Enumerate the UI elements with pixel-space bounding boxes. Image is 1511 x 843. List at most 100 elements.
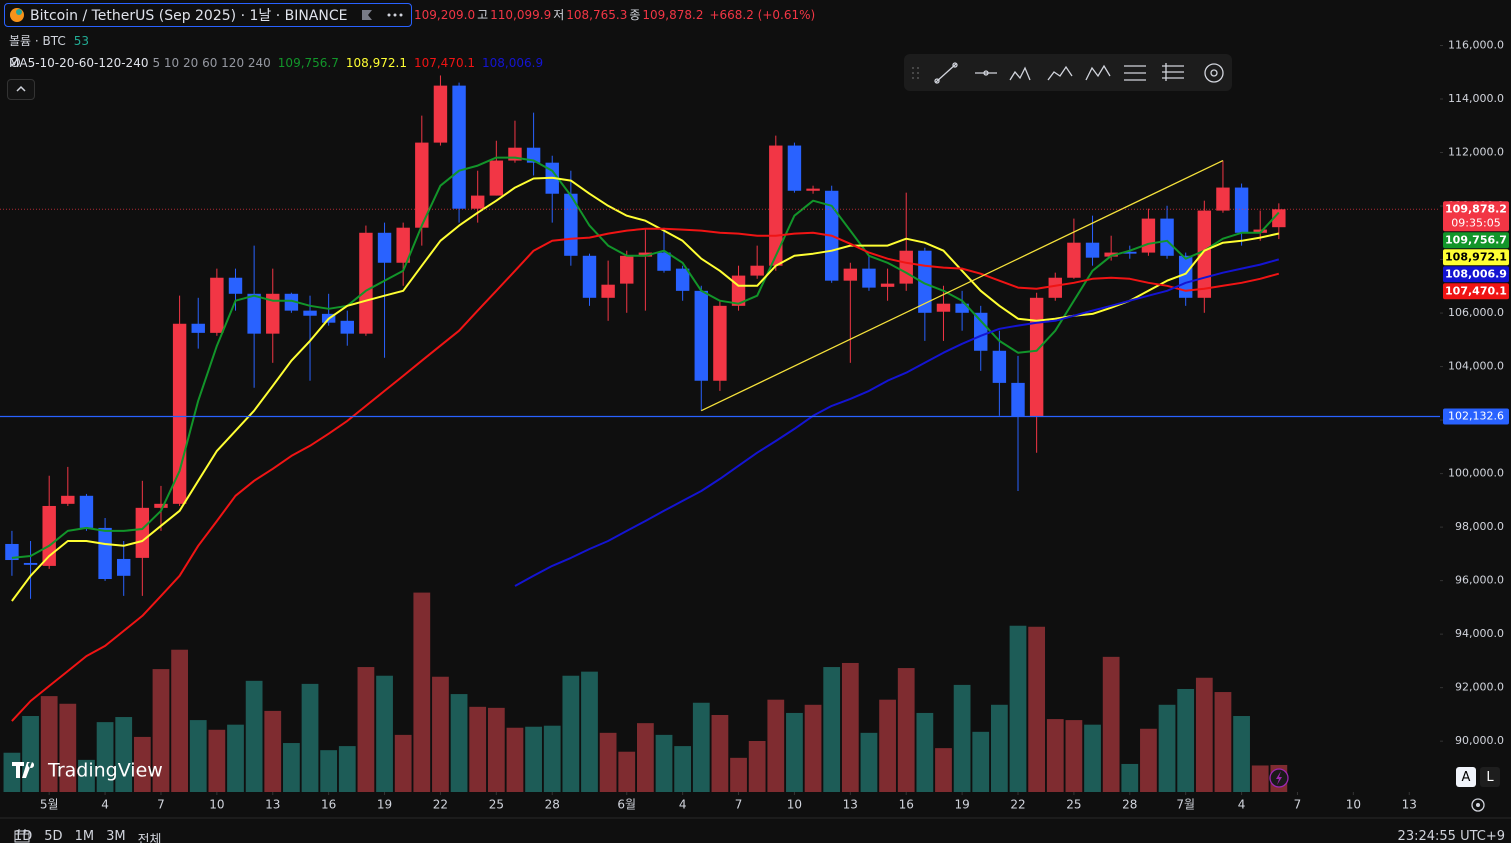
volume-bar <box>804 704 822 792</box>
high-prefix: 고 <box>477 8 489 22</box>
candle-body <box>172 323 187 504</box>
candle-body <box>396 227 410 263</box>
ma-value: 109,756.7 <box>277 56 339 70</box>
candle-body <box>713 305 727 381</box>
flag-icon[interactable] <box>360 8 374 22</box>
abc-tool[interactable] <box>1085 64 1111 81</box>
volume-bar <box>897 668 915 792</box>
x-tick-label: 4 <box>1238 798 1246 812</box>
volume-bar <box>823 667 841 792</box>
candle-body <box>377 232 392 263</box>
volume-bar <box>208 729 226 792</box>
x-tick-label: 6월 <box>617 798 636 812</box>
candle-body <box>284 293 299 311</box>
fib-ext-tool[interactable] <box>1162 63 1184 81</box>
volume-bar <box>413 592 431 792</box>
log-button[interactable]: L <box>1480 767 1500 787</box>
alert-bolt <box>1276 771 1282 785</box>
more-icon[interactable] <box>385 8 405 22</box>
candle-body <box>1234 187 1249 233</box>
candle-body <box>601 284 615 298</box>
price-tag: 108,972.1 <box>1443 249 1509 266</box>
volume-bar <box>916 712 934 792</box>
y-tick-label: 104,000.0 <box>1448 360 1504 373</box>
y-tick-label: 96,000.0 <box>1455 574 1504 587</box>
pattern-tool[interactable] <box>1009 66 1031 81</box>
volume-bar <box>78 759 95 792</box>
volume-bar <box>1233 716 1250 792</box>
settings-tool[interactable] <box>1204 63 1224 83</box>
candle-body <box>433 85 448 143</box>
price-tag: 109,756.7 <box>1443 232 1509 249</box>
volume-bar <box>152 669 170 792</box>
volume-bar <box>171 649 188 792</box>
candle-body <box>806 188 820 191</box>
volume-title: 볼륨 · BTC <box>9 34 66 48</box>
y-tick-label: 106,000.0 <box>1448 306 1504 319</box>
volume-bar <box>432 676 449 792</box>
candle-body <box>61 495 75 504</box>
range-button[interactable]: 3M <box>106 829 126 843</box>
candle-body <box>955 303 969 313</box>
range-button[interactable]: 전체 <box>137 833 162 843</box>
price-tag-label: 108,972.1 <box>1445 250 1507 263</box>
symbol-box[interactable]: Bitcoin / TetherUS (Sep 2025) · 1날 · BIN… <box>4 3 413 27</box>
candle-body <box>117 558 131 576</box>
candle-body <box>1160 218 1174 256</box>
candle-body <box>1197 210 1212 298</box>
range-button[interactable]: 1M <box>74 829 95 843</box>
trend-tool[interactable] <box>935 63 957 83</box>
candle-body <box>1067 242 1081 278</box>
volume-bar <box>450 694 468 792</box>
x-tick-label: 19 <box>377 798 392 812</box>
volume-bar <box>115 717 133 792</box>
volume-bar <box>841 662 859 792</box>
axis-settings[interactable] <box>1471 798 1485 812</box>
candle-body <box>135 507 150 558</box>
price-tag-bg <box>1443 201 1509 232</box>
candle-body <box>98 527 112 580</box>
volume-bar <box>674 746 692 792</box>
volume-bar <box>618 751 636 792</box>
fib-tool[interactable] <box>1124 65 1146 81</box>
x-tick-label: 13 <box>1402 798 1417 812</box>
collapse-button[interactable] <box>7 79 35 100</box>
ma-line <box>11 156 1280 559</box>
y-tick-label: 100,000.0 <box>1448 467 1504 480</box>
price-tag: 102,132.6 <box>1443 408 1509 425</box>
x-tick-label: 28 <box>1122 798 1137 812</box>
x-tick-label: 10 <box>787 798 802 812</box>
drawing-toolbar <box>904 54 1232 91</box>
price-tag-label: 109,878.2 <box>1445 202 1507 215</box>
candle-body <box>415 142 429 228</box>
volume-bar <box>1009 625 1027 792</box>
y-tick-label: 112,000.0 <box>1448 146 1504 159</box>
x-tick-label: 13 <box>265 798 280 812</box>
candle-body <box>675 268 690 291</box>
candle-body <box>787 145 802 191</box>
volume-bar <box>1195 677 1213 792</box>
volume-bar <box>1158 704 1176 792</box>
ma-value: 108,006.9 <box>482 56 544 70</box>
y-tick-label: 98,000.0 <box>1455 520 1504 533</box>
price-tag-label: 107,470.1 <box>1445 284 1507 297</box>
candle-body <box>750 265 764 276</box>
auto-button[interactable]: A <box>1456 767 1476 787</box>
volume-bar <box>40 696 58 792</box>
symbol: Bitcoin / TetherUS (Sep 2025) · 1날 · BIN… <box>30 8 348 24</box>
x-tick-label: 25 <box>1066 798 1081 812</box>
ohlc: 109,209.0 고 110,099.9 저 108,765.3 종 109,878… <box>414 6 815 23</box>
range-bar: 1D 5D 1M 3M 전체 <box>14 829 195 843</box>
range-button[interactable]: 5D <box>44 829 63 843</box>
close-value: 109,878.2 <box>642 7 704 22</box>
low-value: 108,765.3 <box>566 7 628 22</box>
volume-bar <box>636 723 654 792</box>
volume-bar <box>227 724 244 792</box>
candle-body <box>1253 229 1267 233</box>
collapse-icon <box>16 85 26 92</box>
volume-bar <box>506 727 524 792</box>
wave-tool[interactable] <box>1047 65 1073 81</box>
volume-bar <box>59 703 77 792</box>
volume-bar <box>1214 692 1232 792</box>
